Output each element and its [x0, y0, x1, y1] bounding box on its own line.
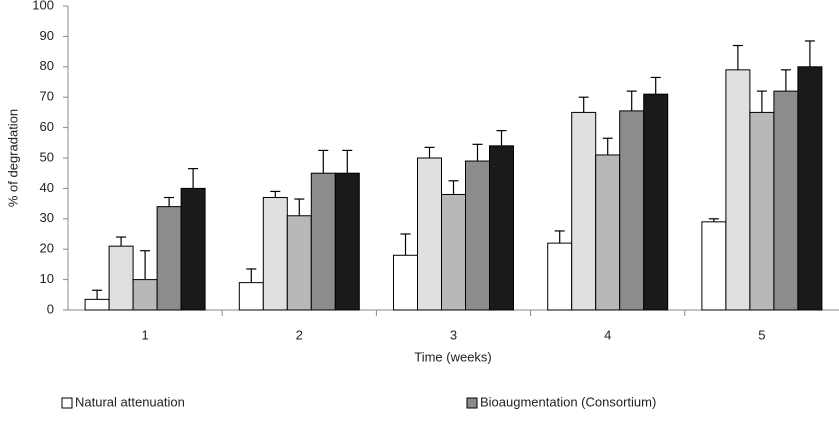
bar — [180, 187, 206, 311]
bar — [238, 282, 264, 311]
y-tick-label: 50 — [40, 149, 54, 164]
bar — [489, 145, 514, 311]
error-bar — [318, 149, 329, 174]
legend-swatch — [466, 397, 478, 409]
error-bar — [188, 168, 199, 189]
error-bar — [602, 137, 613, 155]
error-bar — [270, 190, 281, 198]
bar — [571, 111, 597, 311]
bar — [441, 193, 466, 311]
y-tick-label: 20 — [40, 241, 54, 256]
error-bar — [626, 90, 637, 111]
y-tick-label: 90 — [40, 28, 54, 43]
error-bar — [756, 90, 767, 113]
bar — [619, 110, 645, 311]
bar — [749, 111, 775, 311]
error-bar — [554, 230, 565, 244]
error-bar — [164, 196, 175, 207]
legend-label: Bioaugmentation (Consortium) — [480, 394, 656, 409]
x-tick-label: 4 — [604, 327, 611, 342]
error-bar — [650, 76, 661, 95]
error-bar — [472, 143, 483, 162]
x-tick-label: 2 — [296, 327, 303, 342]
bar — [393, 254, 418, 311]
bar — [334, 172, 360, 311]
bar — [725, 69, 751, 311]
bar — [595, 154, 621, 311]
error-bar — [424, 146, 435, 158]
bar — [773, 90, 799, 311]
error-bar — [92, 289, 103, 300]
error-bar — [780, 69, 791, 92]
error-bar — [578, 96, 589, 113]
y-tick-label: 40 — [40, 180, 54, 195]
y-tick-label: 0 — [47, 301, 54, 316]
error-bar — [294, 198, 305, 216]
x-tick-label: 1 — [141, 327, 148, 342]
error-bar — [496, 130, 507, 146]
error-bar — [116, 236, 127, 247]
bar — [701, 221, 727, 311]
x-tick-label: 3 — [450, 327, 457, 342]
error-bar — [708, 218, 719, 222]
y-tick-label: 10 — [40, 271, 54, 286]
error-bar — [140, 250, 151, 280]
bar — [417, 157, 442, 311]
y-axis-label: % of degradation — [5, 109, 20, 207]
legend-label: Natural attenuation — [75, 394, 185, 409]
error-bar — [246, 268, 257, 283]
bar — [310, 172, 336, 311]
y-tick-label: 80 — [40, 58, 54, 73]
error-bar — [342, 149, 353, 174]
error-bar — [804, 40, 815, 67]
bar — [797, 66, 823, 311]
bar — [156, 206, 182, 311]
error-bar — [448, 180, 459, 195]
x-tick-label: 5 — [758, 327, 765, 342]
y-tick-label: 30 — [40, 210, 54, 225]
y-tick-label: 70 — [40, 89, 54, 104]
error-bar — [732, 44, 743, 70]
y-tick-label: 60 — [40, 119, 54, 134]
x-axis-label: Time (weeks) — [414, 349, 492, 364]
bar — [262, 197, 288, 311]
bar — [547, 242, 573, 311]
bar — [84, 298, 110, 311]
bar — [286, 215, 312, 311]
y-tick-label: 100 — [32, 0, 54, 12]
bar — [643, 93, 669, 311]
bar — [465, 160, 490, 311]
bar — [108, 245, 134, 311]
legend-swatch — [61, 397, 73, 409]
error-bar — [400, 233, 411, 256]
bar — [132, 279, 158, 311]
